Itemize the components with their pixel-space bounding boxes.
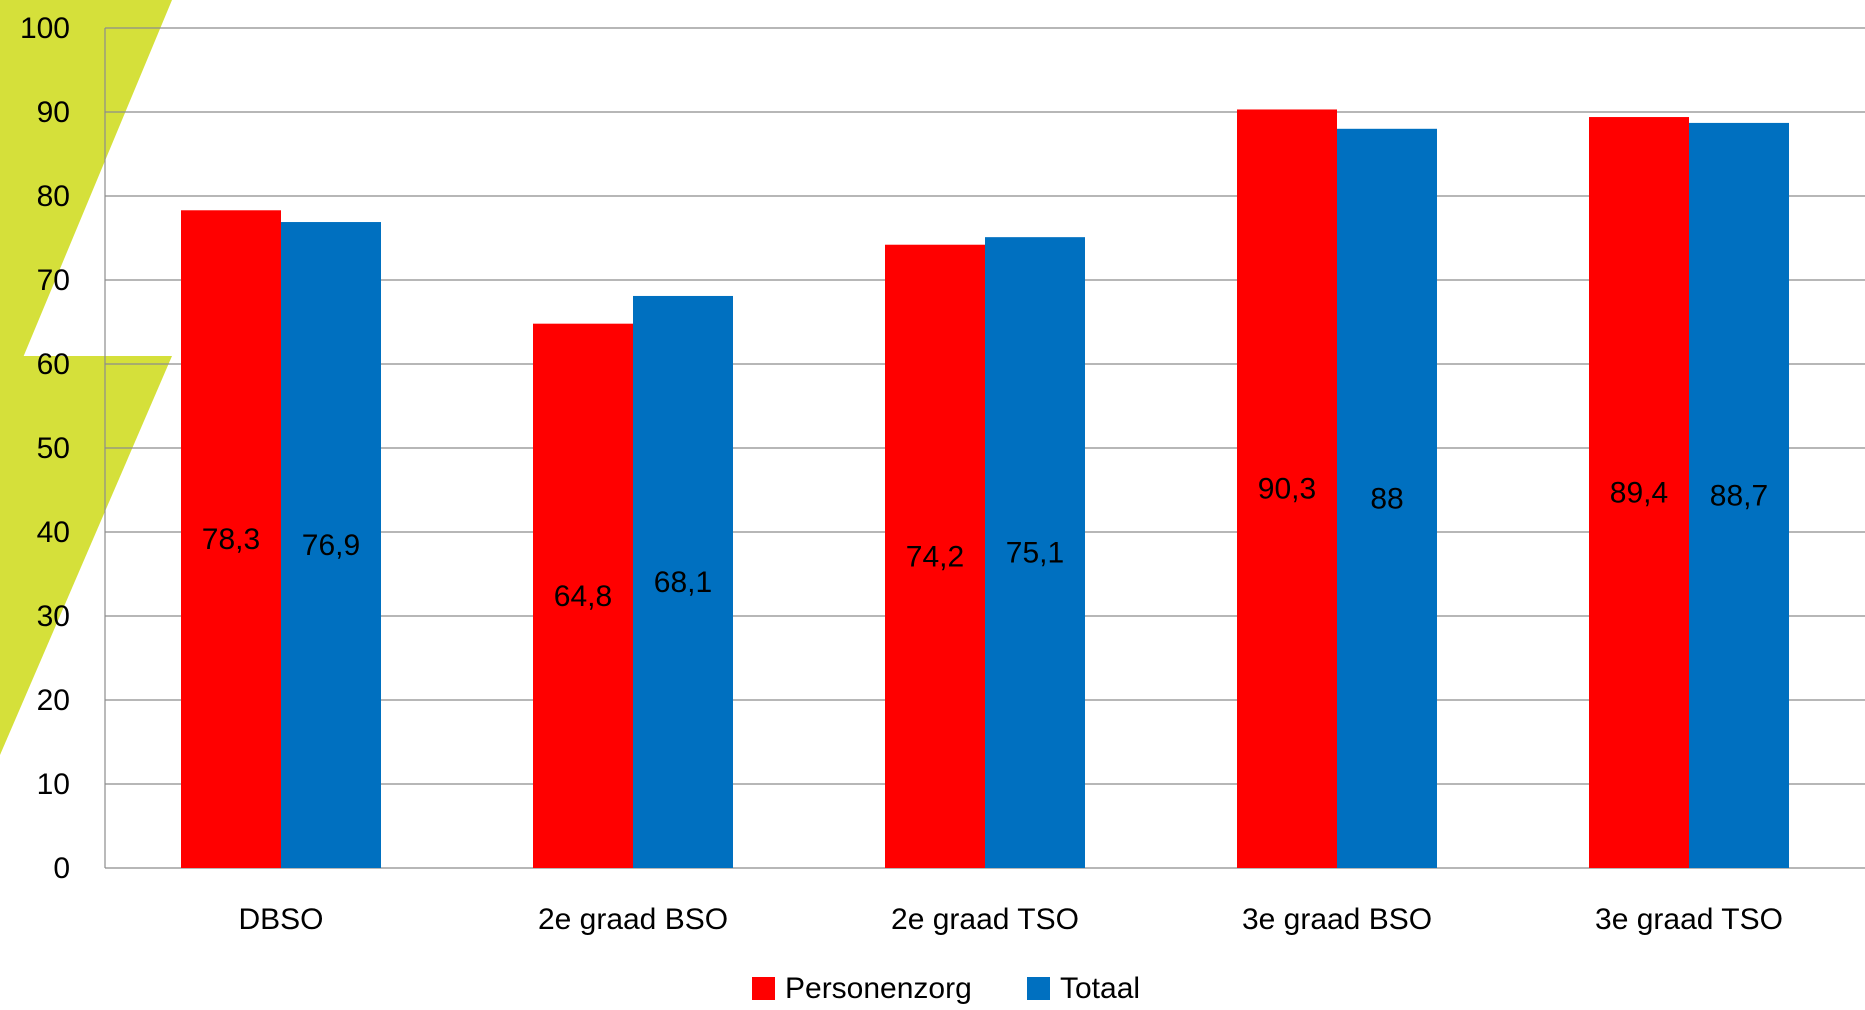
data-labels: 78,3 76,9 64,8 68,1 74,2 75,1 90,3 88 89,4 88,7: [202, 473, 1768, 613]
data-label: 74,2: [906, 540, 964, 573]
legend-label-personenzorg: Personenzorg: [785, 972, 972, 1005]
x-tick-label: 2e graad BSO: [538, 903, 728, 936]
data-label: 75,1: [1006, 537, 1064, 570]
bar-totaal-1: [633, 295, 733, 869]
data-label: 78,3: [202, 523, 260, 556]
accent-shape-lower: [0, 356, 172, 755]
data-label: 64,8: [554, 580, 612, 613]
accent-shape-upper: [0, 0, 172, 360]
y-tick-label: 50: [37, 432, 70, 465]
data-label: 68,1: [654, 566, 712, 599]
x-tick-label: DBSO: [238, 903, 323, 936]
x-tick-label: 2e graad TSO: [891, 903, 1079, 936]
y-tick-label: 0: [53, 852, 70, 885]
bar-totaal-3: [1337, 128, 1437, 869]
bar-totaal-0: [281, 222, 381, 869]
bar-totaal-2: [985, 237, 1085, 868]
y-tick-label: 30: [37, 600, 70, 633]
y-tick-label: 80: [37, 180, 70, 213]
bar-personenzorg-4: [1589, 117, 1689, 869]
legend-swatch-totaal: [1027, 977, 1050, 1000]
data-label: 88: [1370, 482, 1403, 515]
bars: [181, 109, 1789, 869]
x-tick-label: 3e graad BSO: [1242, 903, 1432, 936]
y-tick-label: 90: [37, 96, 70, 129]
data-label: 88,7: [1710, 479, 1768, 512]
legend-label-totaal: Totaal: [1060, 972, 1140, 1005]
bar-totaal-4: [1689, 122, 1789, 869]
decor-layer: [0, 0, 172, 755]
bar-personenzorg-3: [1237, 109, 1337, 869]
bar-personenzorg-0: [181, 210, 281, 868]
y-tick-label: 70: [37, 264, 70, 297]
y-tick-label: 60: [37, 348, 70, 381]
y-tick-label: 10: [37, 768, 70, 801]
y-tick-label: 100: [20, 12, 70, 45]
legend-swatch-personenzorg: [752, 977, 775, 1000]
bar-personenzorg-1: [533, 323, 633, 868]
legend: Personenzorg Totaal: [752, 972, 1140, 1005]
data-label: 90,3: [1258, 473, 1316, 506]
x-axis: DBSO 2e graad BSO 2e graad TSO 3e graad BSO…: [238, 903, 1782, 936]
bar-personenzorg-2: [885, 244, 985, 869]
data-label: 89,4: [1610, 477, 1668, 510]
y-axis: 0 10 20 30 40 50 60 70 80 90 100: [20, 12, 106, 885]
x-tick-label: 3e graad TSO: [1595, 903, 1783, 936]
data-label: 76,9: [302, 529, 360, 562]
y-tick-label: 40: [37, 516, 70, 549]
y-tick-label: 20: [37, 684, 70, 717]
